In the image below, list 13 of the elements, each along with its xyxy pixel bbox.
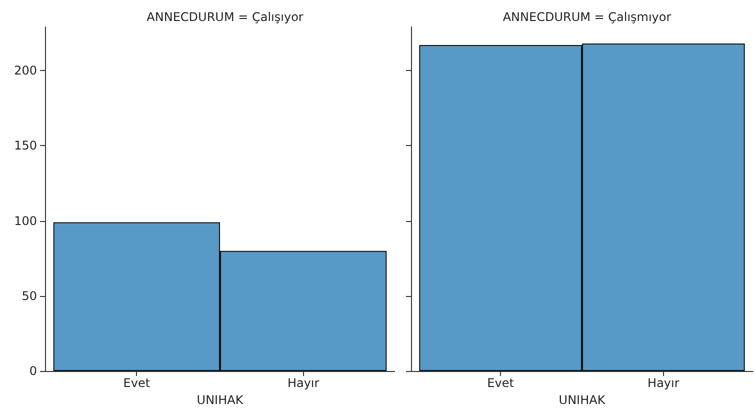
x-axis-title: UNIHAK — [196, 392, 244, 407]
y-tick-label: 0 — [29, 364, 37, 378]
chart-title: ANNECDURUM = Çalışıyor — [146, 10, 304, 24]
y-tick-label: 100 — [14, 214, 37, 228]
chart-title: ANNECDURUM = Çalışmıyor — [502, 10, 672, 24]
x-tick-label: Evet — [487, 376, 514, 390]
y-tick-label: 200 — [14, 64, 37, 78]
x-axis-title: UNIHAK — [558, 392, 606, 407]
y-tick-label: 150 — [14, 138, 37, 153]
x-tick-label: Hayır — [648, 376, 680, 390]
y-tick-label: 50 — [22, 288, 37, 303]
x-tick-label: Hayır — [287, 376, 320, 390]
x-tick-label: Evet — [123, 376, 150, 390]
